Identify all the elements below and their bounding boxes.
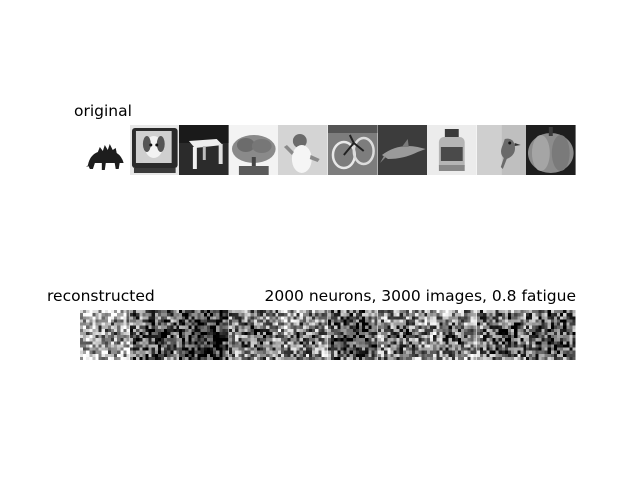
reconstructed-tile-10 xyxy=(526,310,576,360)
reconstructed-tile-5 xyxy=(278,310,328,360)
original-tile-television xyxy=(129,125,180,175)
reconstructed-image-strip xyxy=(80,310,576,360)
original-tile-person xyxy=(278,125,328,175)
reconstructed-tile-1 xyxy=(80,310,130,360)
original-tile-pumpkin xyxy=(526,125,576,175)
reconstructed-tile-2 xyxy=(129,310,180,360)
reconstructed-tile-6 xyxy=(327,310,378,360)
parameters-caption: 2000 neurons, 3000 images, 0.8 fatigue xyxy=(264,287,576,305)
original-image-strip xyxy=(80,125,576,175)
reconstructed-tile-8 xyxy=(427,310,477,360)
original-tile-bicycle xyxy=(327,125,378,175)
reconstructed-tile-4 xyxy=(228,310,279,360)
reconstructed-tile-3 xyxy=(179,310,229,360)
original-tile-stegosaurus xyxy=(80,125,130,175)
original-tile-bonsai xyxy=(228,125,279,175)
original-tile-jar xyxy=(427,125,477,175)
original-tile-stool xyxy=(179,125,229,175)
reconstructed-tile-7 xyxy=(377,310,428,360)
reconstructed-tile-9 xyxy=(476,310,527,360)
original-title: original xyxy=(74,102,132,120)
original-tile-dolphin xyxy=(377,125,428,175)
original-tile-bird xyxy=(476,125,527,175)
reconstructed-title: reconstructed xyxy=(47,287,155,305)
